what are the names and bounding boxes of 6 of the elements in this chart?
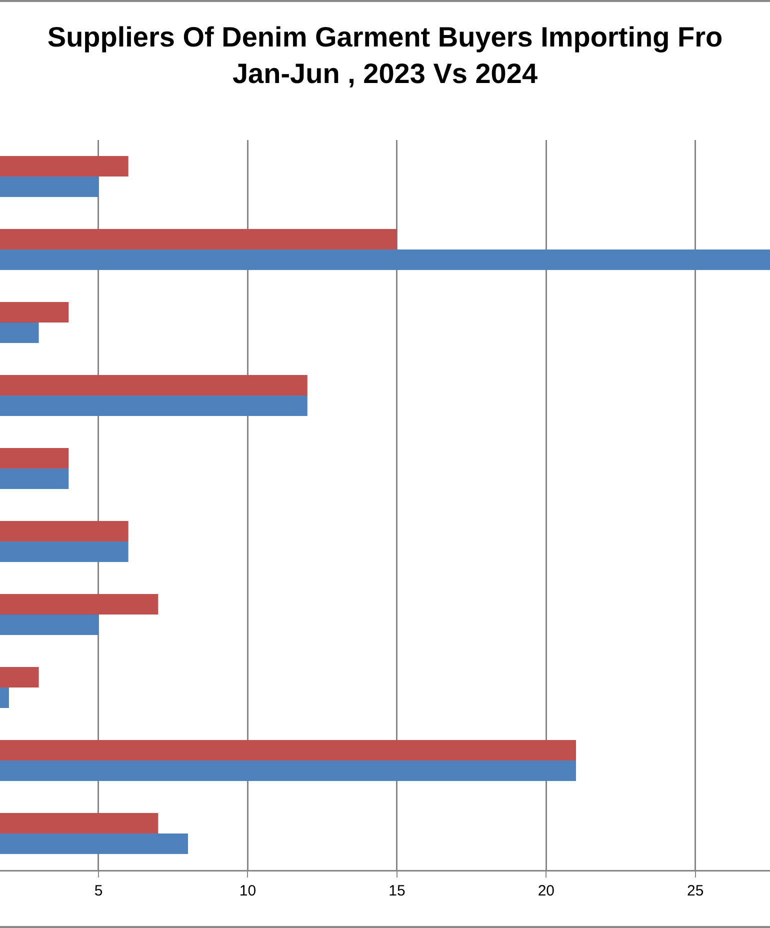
x-tick-label: 5 <box>94 882 103 900</box>
x-tick-label: 25 <box>687 882 704 900</box>
x-tick-label: 10 <box>239 882 256 900</box>
chart-title: Suppliers Of Denim Garment Buyers Importing Fro Jan-Jun , 2023 Vs 2024 <box>47 21 723 89</box>
x-tick-label: 20 <box>538 882 555 900</box>
x-tick-label: 15 <box>388 882 406 900</box>
